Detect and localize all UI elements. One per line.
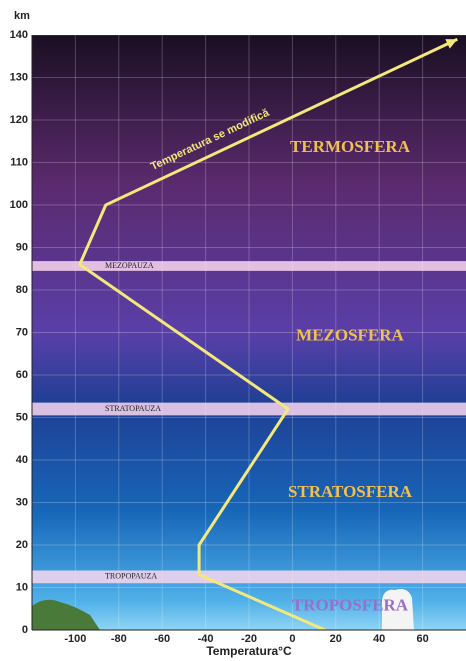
temperature-line [78, 37, 458, 632]
plot-background [32, 35, 466, 630]
x-tick-label: -100 [64, 633, 86, 645]
x-tick-label: -60 [154, 633, 170, 645]
x-tick-label: 40 [373, 633, 385, 645]
pause-label: TROPOPAUZA [105, 572, 157, 581]
y-unit: km [14, 10, 30, 22]
pause-band [32, 570, 466, 584]
layer-label: STRATOSFERA [288, 482, 413, 501]
pause-label: STRATOPAUZA [105, 404, 161, 413]
x-tick-label: 60 [416, 633, 428, 645]
y-tick-label: 50 [16, 411, 28, 423]
y-tick-label: 70 [16, 326, 28, 338]
y-tick-label: 20 [16, 539, 28, 551]
y-tick-label: 40 [16, 454, 28, 466]
y-tick-label: 140 [10, 29, 28, 41]
y-tick-label: 100 [10, 199, 28, 211]
bands: TROPOPAUZA STRATOPAUZA MEZOPAUZA [32, 261, 466, 584]
x-tick-label: 20 [330, 633, 342, 645]
y-tick-label: 90 [16, 241, 28, 253]
y-tick-label: 10 [16, 581, 28, 593]
layer-label: TERMOSFERA [290, 137, 411, 156]
y-tick-label: 0 [22, 624, 28, 636]
layer-label: TROPOSFERA [292, 596, 409, 615]
x-tick-label: 0 [289, 633, 295, 645]
pause-label: MEZOPAUZA [105, 261, 154, 270]
arrow-head [445, 39, 458, 49]
x-axis-label: Temperatura°C [206, 644, 292, 658]
y-tick-label: 80 [16, 284, 28, 296]
layer-label: MEZOSFERA [296, 326, 404, 345]
grid [32, 34, 466, 631]
x-tick-label: -80 [111, 633, 127, 645]
pause-band [32, 402, 466, 416]
y-tick-label: 120 [10, 114, 28, 126]
y-tick-label: 130 [10, 71, 28, 83]
x-tick-label: -40 [198, 633, 214, 645]
y-tick-label: 30 [16, 496, 28, 508]
y-tick-label: 60 [16, 369, 28, 381]
pause-band [32, 261, 466, 271]
cloud [382, 589, 414, 630]
y-tick-label: 110 [10, 156, 28, 168]
hills [32, 599, 100, 630]
x-tick-label: -20 [241, 633, 257, 645]
